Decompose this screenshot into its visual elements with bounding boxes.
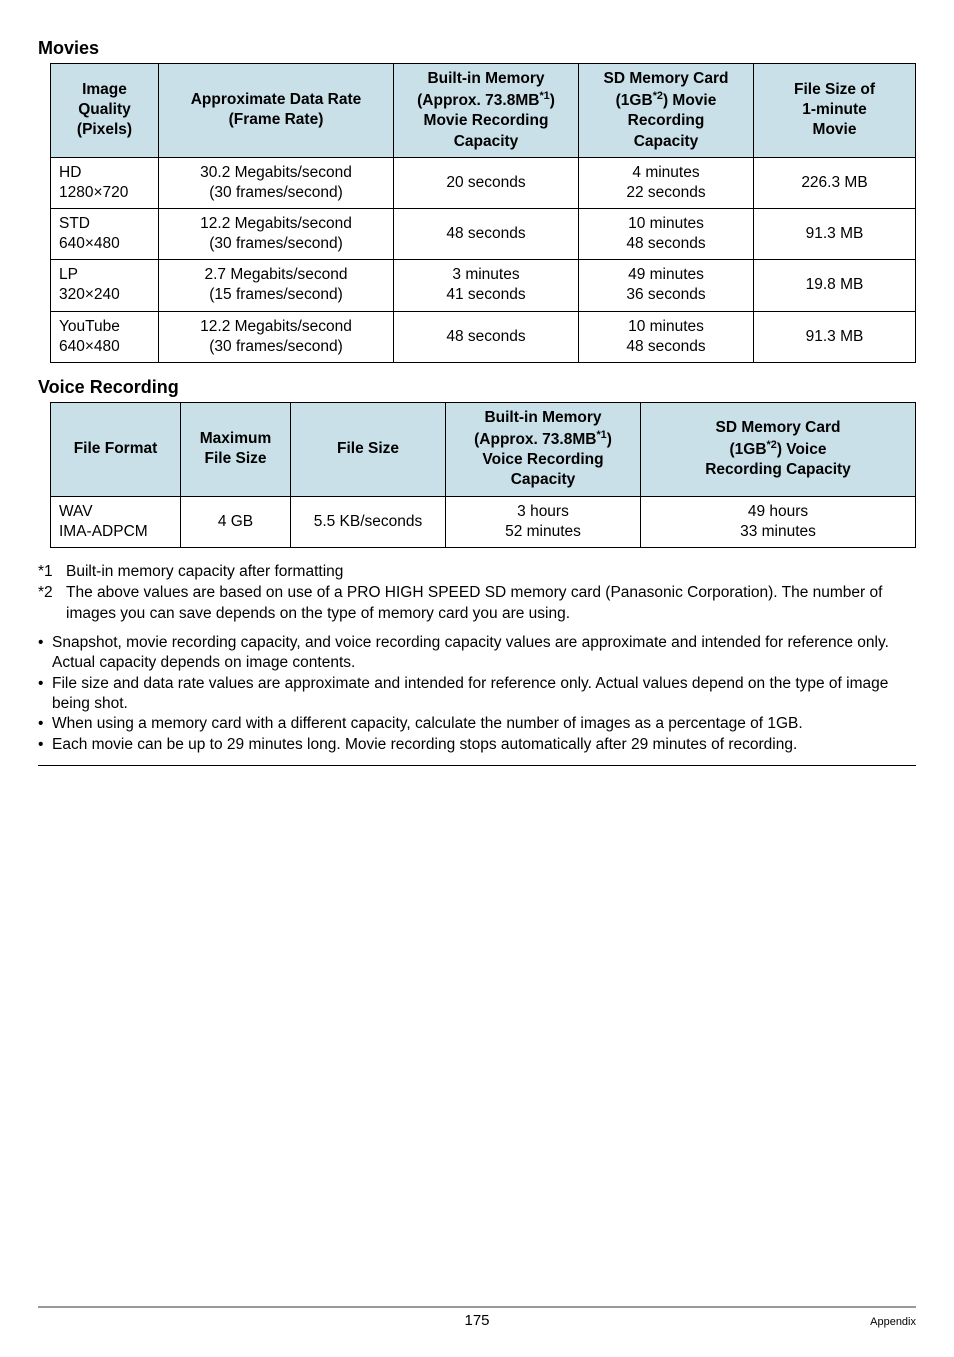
movies-header-builtin: Built-in Memory (Approx. 73.8MB*1) Movie… xyxy=(394,64,579,158)
bullet-mark: • xyxy=(38,674,52,715)
footnote-text: The above values are based on use of a P… xyxy=(66,583,916,625)
voice-header-filesize: File Size xyxy=(291,402,446,496)
movies-header-quality: Image Quality (Pixels) xyxy=(51,64,159,158)
movies-header-rate: Approximate Data Rate (Frame Rate) xyxy=(159,64,394,158)
voice-header-format: File Format xyxy=(51,402,181,496)
bullet-text: Snapshot, movie recording capacity, and … xyxy=(52,633,916,674)
bullet-list: •Snapshot, movie recording capacity, and… xyxy=(38,633,916,767)
footer-section: Appendix xyxy=(870,1316,916,1328)
table-row: HD 1280×720 30.2 Megabits/second (30 fra… xyxy=(51,157,916,208)
bullet-mark: • xyxy=(38,714,52,734)
footnote-text: Built-in memory capacity after formattin… xyxy=(66,562,916,583)
footnote-mark: *1 xyxy=(38,562,66,583)
page-footer: 175 Appendix xyxy=(38,1306,916,1336)
table-row: YouTube 640×480 12.2 Megabits/second (30… xyxy=(51,311,916,362)
bullet-mark: • xyxy=(38,633,52,674)
footnotes: *1 Built-in memory capacity after format… xyxy=(38,562,916,625)
movies-header-filesize: File Size of 1-minute Movie xyxy=(754,64,916,158)
table-row: WAV IMA-ADPCM 4 GB 5.5 KB/seconds 3 hour… xyxy=(51,496,916,547)
bullet-mark: • xyxy=(38,735,52,755)
voice-header-builtin: Built-in Memory (Approx. 73.8MB*1) Voice… xyxy=(446,402,641,496)
table-row: LP 320×240 2.7 Megabits/second (15 frame… xyxy=(51,260,916,311)
bullet-text: Each movie can be up to 29 minutes long.… xyxy=(52,735,916,755)
bullet-text: File size and data rate values are appro… xyxy=(52,674,916,715)
voice-header-sd: SD Memory Card (1GB*2) Voice Recording C… xyxy=(641,402,916,496)
movies-title: Movies xyxy=(38,38,916,59)
voice-header-maxsize: Maximum File Size xyxy=(181,402,291,496)
movies-header-sd: SD Memory Card (1GB*2) Movie Recording C… xyxy=(579,64,754,158)
footnote-mark: *2 xyxy=(38,583,66,625)
table-row: STD 640×480 12.2 Megabits/second (30 fra… xyxy=(51,209,916,260)
page-number: 175 xyxy=(464,1312,489,1329)
movies-table: Image Quality (Pixels) Approximate Data … xyxy=(50,63,916,363)
voice-table: File Format Maximum File Size File Size … xyxy=(50,402,916,548)
voice-title: Voice Recording xyxy=(38,377,916,398)
bullet-text: When using a memory card with a differen… xyxy=(52,714,916,734)
